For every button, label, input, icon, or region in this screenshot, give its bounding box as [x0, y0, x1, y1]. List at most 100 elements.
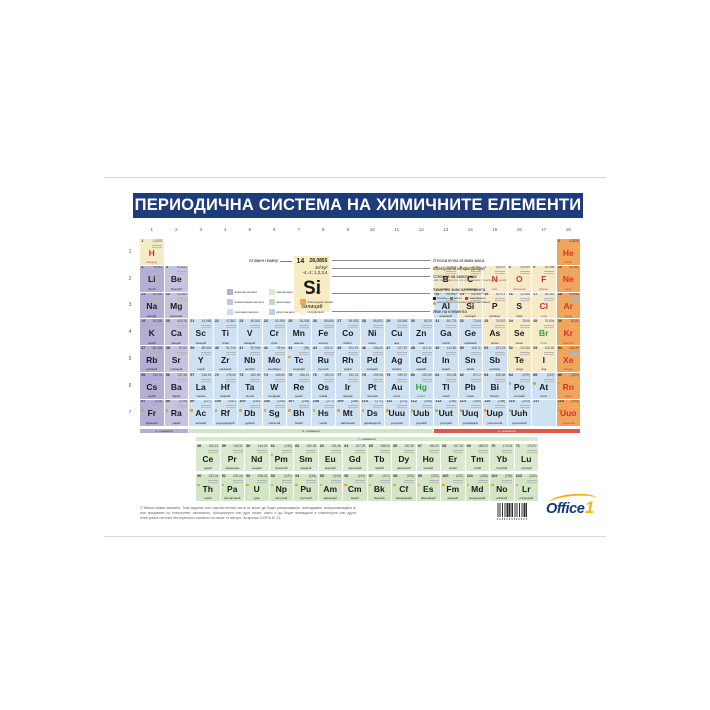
element-cell-Sb: 51 121,76 Sb антимон: [483, 346, 507, 372]
element-cell-Tm: 69 168,93 Tm тулий: [465, 444, 489, 471]
element-cell-Hg: 80 200,59 Hg живак: [409, 372, 433, 399]
element-cell-Fr: 87 (223) Fr франций: [140, 399, 164, 426]
element-cell-Br: 35 79,904 Br бром: [532, 319, 556, 346]
element-cell-Cl: 17 35,453 Cl хлор: [532, 292, 556, 319]
element-cell-Ti: 22 47,867 Ti титан: [213, 319, 237, 346]
period-number-6: 6: [128, 382, 132, 389]
element-cell-Lr: 103 (262) Lr лоуренсий: [514, 474, 538, 501]
element-cell-Np: 93 (237) Np нептуний: [269, 474, 293, 501]
element-cell-Mg: 12 24,305 Mg магнезий: [164, 292, 188, 319]
period-number-5: 5: [128, 356, 132, 363]
lanthanides-row: 58 140,12 Ce церий 59 140,91 Pr празеодим 60 144,…: [196, 444, 538, 471]
block-bar-s: s - елементи: [140, 429, 188, 433]
group-number-16: 16: [516, 227, 522, 232]
state-legend-item: газообразно: [464, 296, 486, 301]
element-cell-Sr: 38 87,62 Sr стронций: [164, 346, 188, 372]
group-number-7: 7: [297, 227, 301, 232]
element-cell-He: 2 4,0026 He хелий: [556, 239, 580, 265]
annotation-config: Електронна конфигурация: [433, 265, 485, 271]
sample-atomic-number: 14: [296, 258, 305, 265]
element-cell-Dy: 66 162,50 Dy диспрозий: [392, 444, 416, 471]
element-cell-Pt: 78 195,08 Pt платина: [360, 372, 384, 399]
element-cell-Sc: 21 44,956 Sc скандий: [189, 319, 213, 346]
element-cell-Ar: 18 39,948 Ar аргон: [556, 292, 580, 319]
actinides-row: 90 232,04 Th торий 91 231,04 Pa протактиний 92 23…: [196, 474, 538, 501]
atomic-number-label: Атомен номер: [248, 258, 278, 263]
element-cell-Cd: 48 112,41 Cd кадмий: [409, 346, 433, 372]
group-number-2: 2: [174, 227, 178, 232]
element-cell-Hs: 108 (277) Hs хасий: [311, 399, 335, 426]
element-cell-Uut: 113 (284) Uut унунтрий: [434, 399, 458, 426]
element-cell-Er: 68 167,26 Er ербий: [441, 444, 465, 471]
element-cell-Am: 95 (243) Am америций: [318, 474, 342, 501]
element-cell-Sg: 106 (266) Sg сиборгий: [262, 399, 286, 426]
category-legend-item: актиноиди: [268, 297, 295, 307]
category-legend-item: преходни метали: [227, 307, 264, 317]
annotation-line-symbol: [332, 293, 430, 294]
element-cell-Es: 99 (252) Es айнщайний: [416, 474, 440, 501]
element-cell-Mt: 109 (268) Mt майтнерий: [336, 399, 360, 426]
period-number-1: 1: [128, 248, 132, 255]
element-cell-Mn: 25 54,938 Mn манган: [287, 319, 311, 346]
element-cell-Nb: 41 92,906 Nb ниобий: [238, 346, 262, 372]
category-color-legend: алкални метали алкалоземни метали преходни…: [227, 287, 333, 317]
sample-atomic-mass: 28,0855: [309, 258, 328, 264]
annotation-mass: Относителна атомна маса: [433, 257, 485, 263]
group-number-13: 13: [443, 227, 449, 232]
element-cell-Tl: 81 204,38 Tl талий: [434, 372, 458, 399]
office1-logo-accent: 1: [584, 499, 595, 517]
category-legend-item: алкални метали: [227, 287, 264, 297]
element-cell-At: 85 (210) At астат: [532, 372, 556, 399]
element-cell-Ru: 44 101,07 Ru рутений: [311, 346, 335, 372]
element-cell-Th: 90 232,04 Th торий: [196, 474, 220, 501]
annotation-line-name: [332, 311, 430, 312]
group-number-8: 8: [321, 227, 325, 232]
element-cell-Li: 3 6,941 Li литий: [140, 265, 164, 292]
category-legend-item: лантаноиди: [268, 287, 295, 297]
element-cell-Cr: 24 51,996 Cr хром: [262, 319, 286, 346]
element-cell-Kr: 36 83,80 Kr криптон: [556, 319, 580, 346]
element-cell-La: 57 138,91 La лантан: [189, 372, 213, 399]
block-bar-p: p - елементи: [434, 429, 580, 433]
group-number-3: 3: [199, 227, 203, 232]
element-cell-Lu: 71 174,97 Lu лутеций: [514, 444, 538, 471]
office1-logo-text: Office: [546, 501, 585, 517]
element-cell-Ho: 67 164,93 Ho холмий: [416, 444, 440, 471]
period-number-4: 4: [128, 329, 132, 336]
element-cell-Ac: 89 (227) Ac актиний: [189, 399, 213, 426]
annotation-name: Име на елемента: [433, 308, 467, 314]
element-cell-Yb: 70 173,04 Yb итербий: [490, 444, 514, 471]
element-cell-Ir: 77 192,22 Ir иридий: [336, 372, 360, 399]
element-cell-Rh: 45 102,91 Rh родий: [336, 346, 360, 372]
element-cell-Rf: 104 (261) Rf ръдърфордий: [213, 399, 237, 426]
element-cell-Tc: 43 (98) Tc технеций: [287, 346, 311, 372]
element-cell-Au: 79 196,97 Au злато: [385, 372, 409, 399]
element-cell-Bh: 107 (264) Bh борий: [287, 399, 311, 426]
barcode: [497, 503, 527, 517]
annotation-line-config: [332, 268, 430, 269]
element-cell-Pd: 46 106,42 Pd паладий: [360, 346, 384, 372]
element-cell-Ds: 110 (271) Ds дармщадтий: [360, 399, 384, 426]
element-cell-Ta: 73 180,95 Ta тантал: [238, 372, 262, 399]
element-cell-Ne: 10 20,180 Ne неон: [556, 265, 580, 292]
group-number-4: 4: [223, 227, 227, 232]
period-number-2: 2: [128, 275, 132, 282]
annotation-line-oxidation: [332, 276, 430, 277]
block-bar-d: d - елементи: [189, 429, 433, 433]
group-number-15: 15: [492, 227, 498, 232]
element-cell-Eu: 63 151,96 Eu европий: [318, 444, 342, 471]
element-cell-Sn: 50 118,71 Sn калай: [458, 346, 482, 372]
category-legend-item: алкалоземни метали: [227, 297, 264, 307]
element-cell-117: 117: [532, 399, 556, 426]
annotation-oxidation-sub: най-характерните са отбелязани с удебеле…: [433, 277, 508, 282]
element-cell-Rn: 86 (222) Rn радон: [556, 372, 580, 399]
